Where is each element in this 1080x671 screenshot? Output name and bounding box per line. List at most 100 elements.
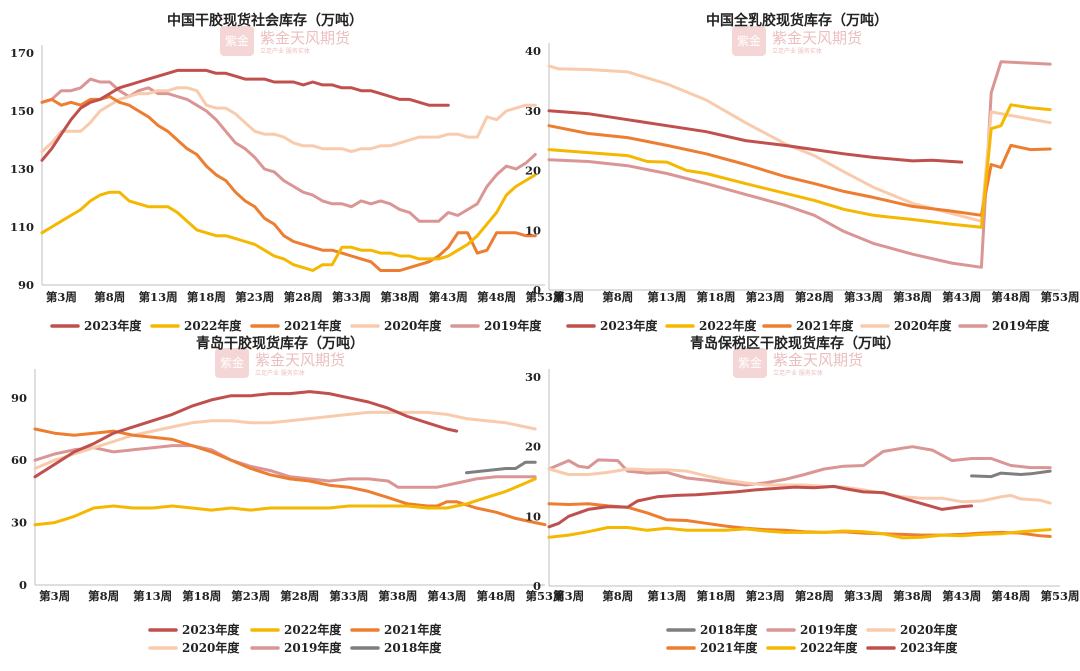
series-line-2022 [547, 103, 1052, 229]
legend-label: 2021年度 [384, 622, 442, 637]
y-tick-label: 0 [533, 283, 541, 297]
x-tick-label: 第8周 [602, 589, 633, 603]
legend-label: 2022年度 [699, 318, 757, 333]
series-line-2019 [547, 445, 1052, 487]
y-tick-label: 90 [18, 278, 34, 292]
legend-label: 2018年度 [384, 640, 442, 655]
legend-item-2020: 2020年度 [860, 318, 952, 333]
legend-label: 2022年度 [800, 640, 858, 655]
y-tick-label: 0 [19, 578, 27, 592]
legend-label: 2023年度 [182, 622, 240, 637]
watermark-name: 紫金天风期货 [255, 351, 345, 369]
legend-item-2021: 2021年度 [350, 622, 442, 637]
x-tick-label: 第38周 [893, 290, 932, 304]
x-tick-label: 第48周 [991, 290, 1030, 304]
watermark-sub: 立足产业 服务实体 [255, 369, 305, 377]
x-tick-label: 第43周 [942, 290, 981, 304]
legend-item-2019: 2019年度 [766, 622, 858, 637]
x-tick-label: 第23周 [235, 290, 274, 304]
series-line-2020 [33, 410, 537, 470]
series-line-2019 [40, 77, 537, 223]
legend-item-2021: 2021年度 [762, 318, 854, 333]
legend-label: 2021年度 [796, 318, 854, 333]
legend-item-2023: 2023年度 [566, 318, 658, 333]
y-tick-label: 20 [525, 164, 541, 178]
series-line-2018 [465, 460, 537, 475]
watermark-name: 紫金天风期货 [260, 29, 350, 47]
x-tick-label: 第8周 [94, 290, 125, 304]
x-tick-label: 第13周 [133, 589, 172, 603]
x-tick-label: 第38周 [380, 290, 419, 304]
watermark-sub: 立足产业 服务实体 [260, 47, 310, 55]
watermark-name: 紫金天风期货 [773, 351, 863, 369]
legend-label: 2021年度 [700, 640, 758, 655]
chart-title: 中国全乳胶现货库存（万吨） [706, 12, 888, 29]
y-tick-label: 10 [525, 223, 541, 237]
legend-item-2019: 2019年度 [450, 318, 542, 333]
x-tick-label: 第28周 [795, 290, 834, 304]
y-tick-label: 10 [525, 509, 541, 523]
chart-title: 青岛保税区干胶现货库存（万吨） [690, 335, 900, 352]
y-tick-label: 40 [525, 44, 541, 58]
x-tick-label: 第3周 [553, 589, 584, 603]
series-line-2019 [33, 444, 537, 489]
series-line-2022 [33, 477, 537, 527]
series-line-2022 [547, 526, 1052, 540]
x-tick-label: 第23周 [746, 589, 785, 603]
x-tick-label: 第48周 [476, 589, 515, 603]
legend-item-2022: 2022年度 [250, 622, 342, 637]
legend-item-2020: 2020年度 [866, 622, 958, 637]
legend-item-2019: 2019年度 [250, 640, 342, 655]
x-tick-label: 第3周 [46, 290, 77, 304]
watermark-sub: 立足产业 服务实体 [773, 369, 823, 377]
watermark-name: 紫金天风期货 [772, 29, 862, 47]
x-tick-label: 第23周 [231, 589, 270, 603]
legend-label: 2023年度 [84, 318, 142, 333]
x-tick-label: 第53周 [525, 589, 564, 603]
series-line-2018 [970, 469, 1052, 479]
legend-item-2023: 2023年度 [866, 640, 958, 655]
x-tick-label: 第33周 [332, 290, 371, 304]
y-tick-label: 150 [10, 104, 34, 118]
y-tick-label: 170 [10, 46, 34, 60]
x-tick-label: 第28周 [795, 589, 834, 603]
x-tick-label: 第53周 [1040, 589, 1079, 603]
watermark-sub: 立足产业 服务实体 [772, 47, 822, 55]
series-line-2022 [40, 173, 537, 272]
x-tick-label: 第28周 [280, 589, 319, 603]
series-line-2019 [547, 60, 1052, 269]
x-tick-label: 第33周 [844, 290, 883, 304]
x-tick-label: 第38周 [378, 589, 417, 603]
x-tick-label: 第53周 [525, 290, 564, 304]
legend-label: 2023年度 [900, 640, 958, 655]
legend-item-2022: 2022年度 [766, 640, 858, 655]
series-line-2021 [40, 95, 537, 272]
watermark-seal [733, 348, 767, 378]
legend-item-2021: 2021年度 [250, 318, 342, 333]
chart-title: 中国干胶现货社会库存（万吨） [167, 12, 363, 29]
legend-label: 2022年度 [284, 622, 342, 637]
series-line-2023 [547, 484, 974, 529]
legend-label: 2019年度 [992, 318, 1050, 333]
watermark-seal-text: 紫金 [737, 33, 761, 48]
watermark-seal-text: 紫金 [738, 355, 762, 370]
watermark-seal [220, 26, 254, 56]
legend-item-2023: 2023年度 [148, 622, 240, 637]
x-tick-label: 第33周 [329, 589, 368, 603]
legend-label: 2021年度 [284, 318, 342, 333]
legend-label: 2020年度 [182, 640, 240, 655]
x-tick-label: 第48周 [991, 589, 1030, 603]
legend-item-2023: 2023年度 [50, 318, 142, 333]
legend-label: 2018年度 [700, 622, 758, 637]
legend-label: 2020年度 [894, 318, 952, 333]
chart-panel-3: 紫金 紫金天风期货立足产业 服务实体青岛干胶现货库存（万吨）0306090第3周第… [11, 335, 565, 655]
legend-item-2022: 2022年度 [665, 318, 757, 333]
watermark-seal [215, 348, 249, 378]
x-tick-label: 第8周 [88, 589, 119, 603]
legend-label: 2019年度 [800, 622, 858, 637]
series-line-2023 [40, 68, 450, 162]
